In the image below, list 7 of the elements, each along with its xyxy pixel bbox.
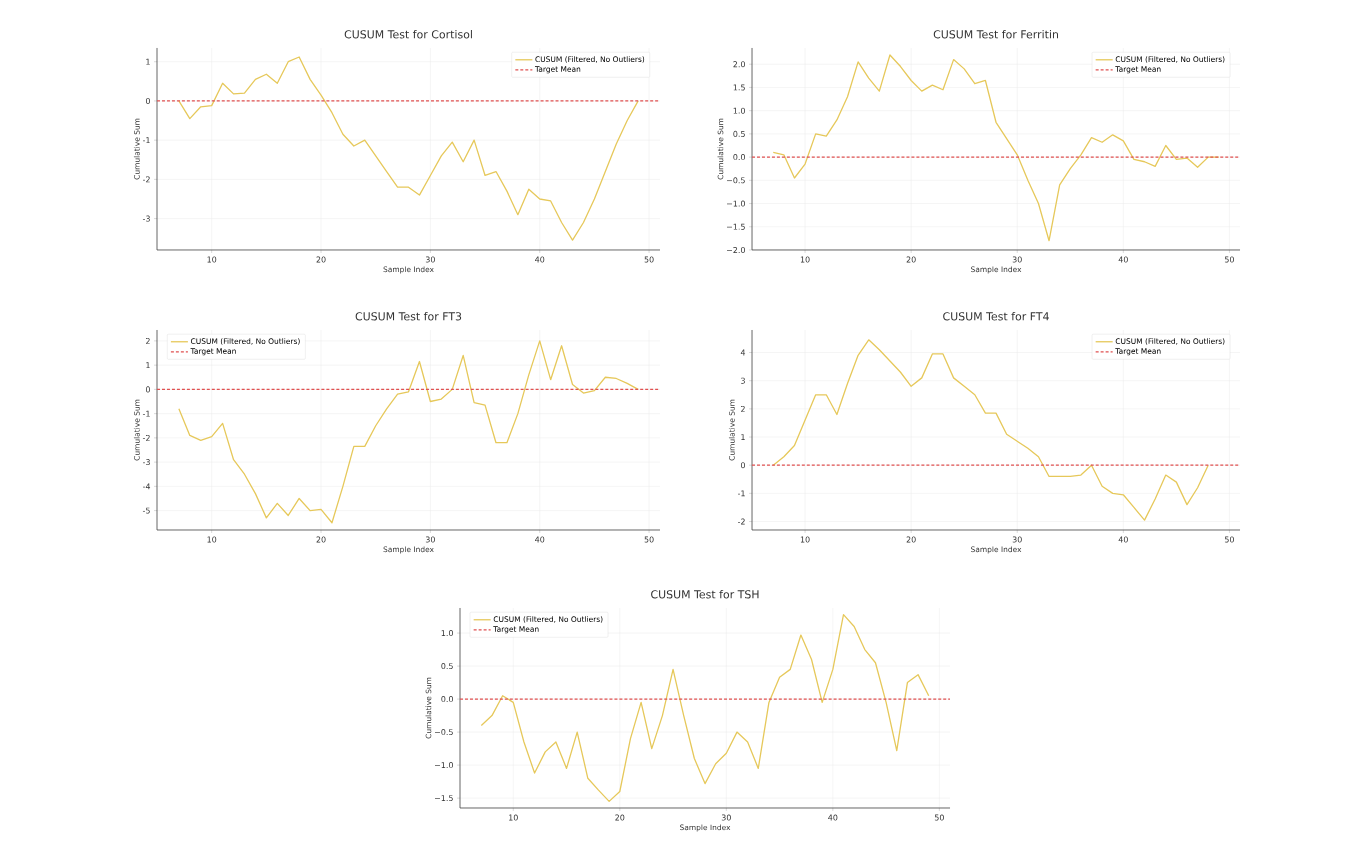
chart-title: CUSUM Test for Ferritin [933,30,1058,39]
chart-title: CUSUM Test for Cortisol [344,30,472,39]
line-series [480,613,930,803]
chart-title: CUSUM Test for FT4 [943,312,1049,321]
line-series [178,340,639,524]
chart-title: CUSUM Test for TSH [651,590,759,599]
chart-title: CUSUM Test for FT3 [355,312,462,321]
